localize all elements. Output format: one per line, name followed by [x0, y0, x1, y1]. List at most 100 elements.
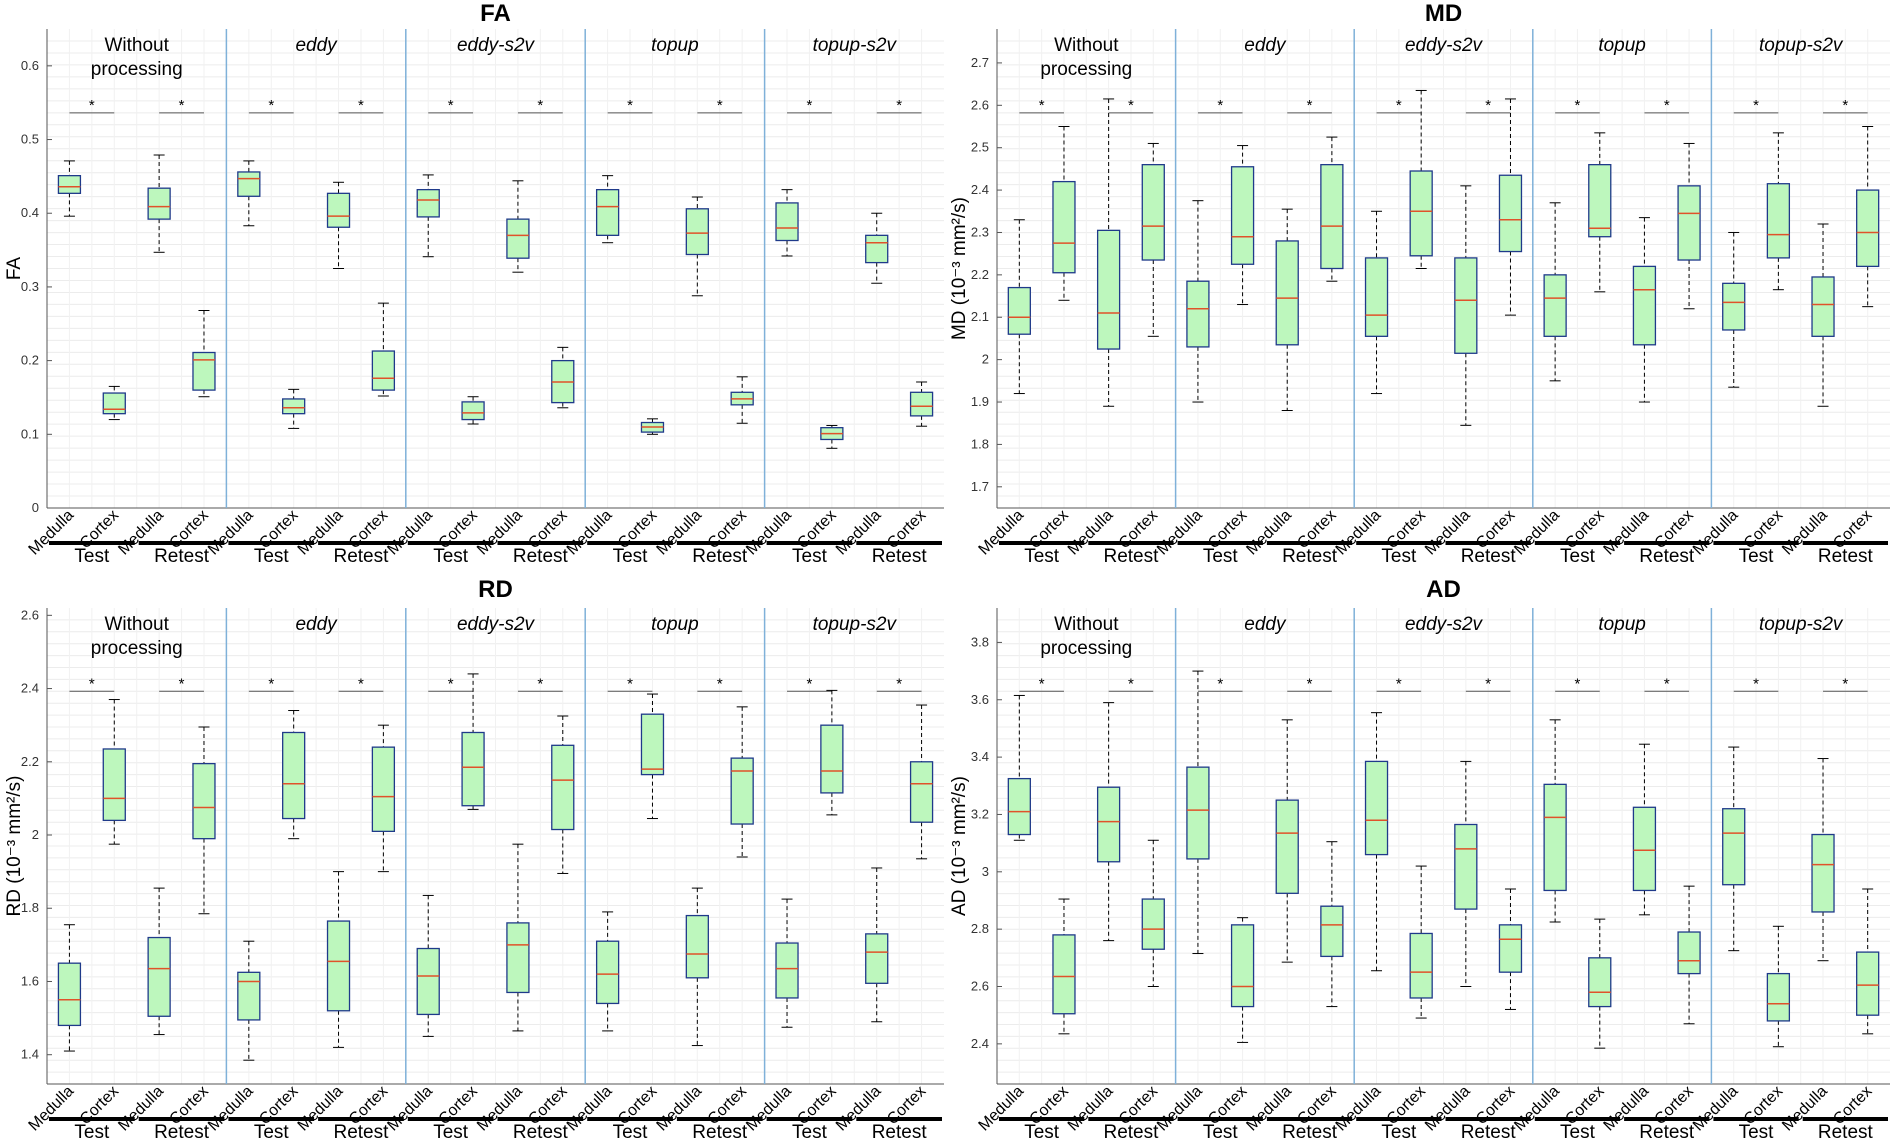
- y-tick-label: 3.4: [971, 749, 989, 764]
- significance-star: *: [537, 97, 543, 114]
- box-iqr: [775, 942, 799, 999]
- box-iqr: [57, 962, 82, 1027]
- session-label: Retest: [333, 1122, 389, 1143]
- y-axis-label: FA: [4, 257, 25, 281]
- category-label: Medulla: [976, 1083, 1028, 1135]
- session-label: Retest: [513, 1122, 569, 1143]
- box-iqr: [1096, 786, 1121, 863]
- group-label: eddy-s2v: [1405, 614, 1484, 635]
- session-label: Test: [1024, 546, 1060, 567]
- significance-star: *: [448, 97, 454, 114]
- category-label: Medulla: [976, 507, 1028, 559]
- y-tick-label: 1.7: [971, 479, 989, 494]
- box-iqr: [461, 401, 485, 421]
- y-tick-label: 2.2: [971, 267, 989, 282]
- session-label: Test: [613, 1122, 649, 1143]
- box-iqr: [147, 187, 171, 220]
- y-tick-label: 2.7: [971, 55, 989, 70]
- session-label: Test: [1203, 1122, 1239, 1143]
- box-iqr: [1632, 265, 1657, 346]
- box-iqr: [595, 188, 620, 236]
- session-label: Retest: [1818, 1122, 1874, 1143]
- session-label: Test: [254, 1122, 290, 1143]
- group-label: processing: [1040, 59, 1132, 80]
- category-label: Medulla: [384, 1083, 436, 1135]
- chart-title: RD: [478, 576, 513, 603]
- session-label: Test: [1560, 546, 1596, 567]
- significance-star: *: [717, 97, 723, 114]
- y-tick-label: 1.4: [21, 1047, 39, 1062]
- significance-star: *: [448, 675, 454, 692]
- group-label: topup-s2v: [813, 614, 898, 635]
- category-label: Medulla: [384, 507, 436, 559]
- box-iqr: [237, 171, 261, 197]
- box-iqr: [416, 947, 440, 1016]
- y-tick-label: 1.8: [21, 900, 39, 915]
- group-label: Without: [1054, 614, 1119, 635]
- y-tick-label: 0.4: [21, 205, 39, 220]
- box-iqr: [1766, 183, 1791, 259]
- session-label: Retest: [1461, 546, 1517, 567]
- y-axis-label: MD (10⁻³ mm²/s): [949, 197, 970, 340]
- chart-panel-fa: 0 0.1 0.2 0.3 0.4 0.5 0.6 FA FA Without processing…: [4, 0, 944, 567]
- y-tick-label: 0.2: [21, 353, 39, 368]
- significance-star: *: [807, 97, 813, 114]
- chart-panel-ad: 2.4 2.6 2.8 3 3.2 3.4 3.6 3.8 AD AD (10⁻³ mm²/s) W…: [949, 576, 1890, 1143]
- category-label: Medulla: [1511, 1083, 1563, 1135]
- box-iqr: [640, 713, 665, 776]
- box-iqr: [1364, 257, 1389, 337]
- group-label: eddy-s2v: [457, 35, 536, 56]
- category-label: Medulla: [1333, 1083, 1385, 1135]
- y-tick-label: 3.6: [971, 692, 989, 707]
- y-tick-label: 2.5: [971, 140, 989, 155]
- significance-star: *: [1753, 675, 1759, 692]
- box-iqr: [1722, 282, 1746, 331]
- session-label: Test: [1203, 546, 1239, 567]
- box-iqr: [1230, 924, 1255, 1008]
- chart-panel-md: 1.7 1.8 1.9 2 2.1 2.2 2.3 2.4 2.5 2.6 2.7 MD MD (10⁻…: [949, 0, 1890, 567]
- box-iqr: [1275, 799, 1299, 894]
- group-label: eddy: [1244, 614, 1287, 635]
- box-iqr: [1186, 280, 1210, 348]
- session-label: Retest: [872, 1122, 928, 1143]
- box-iqr: [1409, 170, 1433, 257]
- session-label: Test: [613, 546, 649, 567]
- group-label: topup: [651, 614, 699, 635]
- box-iqr: [461, 731, 485, 807]
- significance-star: *: [717, 675, 723, 692]
- significance-star: *: [1039, 675, 1045, 692]
- significance-star: *: [268, 675, 274, 692]
- y-tick-label: 1.8: [971, 436, 989, 451]
- significance-star: *: [1307, 675, 1313, 692]
- box-iqr: [102, 392, 126, 415]
- box-iqr: [1856, 189, 1880, 268]
- box-iqr: [595, 940, 620, 1005]
- group-label: Without: [104, 614, 169, 635]
- box-iqr: [1007, 286, 1031, 335]
- box-iqr: [775, 202, 799, 242]
- y-tick-label: 1.9: [971, 394, 989, 409]
- box-iqr: [1052, 934, 1076, 1015]
- group-label: topup: [651, 35, 699, 56]
- significance-star: *: [1128, 97, 1134, 114]
- box-iqr: [1454, 257, 1478, 354]
- group-label: Without: [1054, 35, 1119, 56]
- group-label: topup-s2v: [1759, 614, 1844, 635]
- box-iqr: [1677, 931, 1701, 975]
- session-label: Test: [1560, 1122, 1596, 1143]
- session-label: Test: [1381, 1122, 1417, 1143]
- y-axis-label: AD (10⁻³ mm²/s): [949, 776, 970, 916]
- box-iqr: [506, 922, 530, 994]
- chart-title: FA: [480, 0, 511, 27]
- category-label: Medulla: [26, 1083, 78, 1135]
- y-tick-label: 2.4: [971, 182, 989, 197]
- session-label: Retest: [1818, 546, 1874, 567]
- y-tick-label: 3.2: [971, 806, 989, 821]
- session-label: Retest: [1282, 1122, 1338, 1143]
- session-label: Test: [1381, 546, 1417, 567]
- category-label: Medulla: [743, 507, 795, 559]
- significance-star: *: [1753, 97, 1759, 114]
- y-tick-label: 2.8: [971, 921, 989, 936]
- session-label: Test: [254, 546, 290, 567]
- group-label: eddy: [1244, 35, 1287, 56]
